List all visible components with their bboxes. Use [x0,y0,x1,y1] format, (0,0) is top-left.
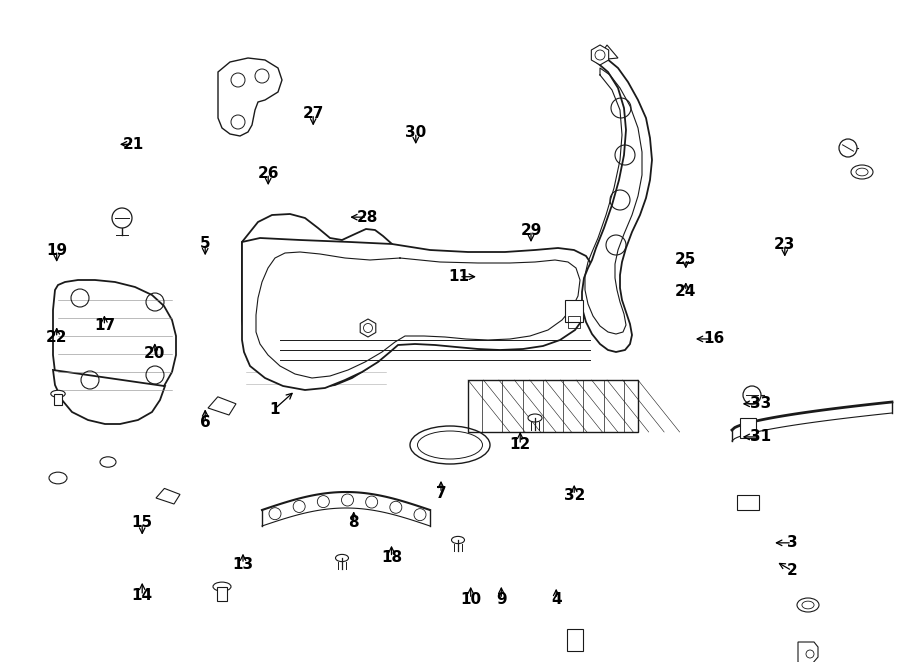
Text: 18: 18 [381,550,402,565]
Ellipse shape [851,165,873,179]
Text: 27: 27 [302,107,324,121]
Polygon shape [597,45,618,60]
Text: 26: 26 [257,166,279,181]
Polygon shape [360,319,376,337]
Text: 13: 13 [232,557,254,571]
Bar [567,629,583,651]
Text: 30: 30 [405,125,427,140]
Bar [568,316,580,328]
Bar [217,587,227,601]
Text: 6: 6 [200,415,211,430]
Text: 16: 16 [703,332,724,346]
Text: 15: 15 [131,516,153,530]
Text: 2: 2 [787,563,797,578]
Circle shape [839,139,857,157]
Ellipse shape [49,472,67,484]
Text: 9: 9 [496,592,507,606]
Text: 21: 21 [122,137,144,152]
Ellipse shape [528,414,542,422]
Text: 8: 8 [348,516,359,530]
Bar [565,300,583,322]
Polygon shape [242,238,596,390]
Text: 19: 19 [46,243,68,258]
Text: 20: 20 [144,346,166,361]
Polygon shape [591,45,608,65]
Text: 12: 12 [509,438,531,452]
Bar [468,380,638,432]
Text: 25: 25 [675,252,697,267]
Circle shape [112,208,132,228]
Text: 17: 17 [94,318,115,333]
Text: 5: 5 [200,236,211,251]
Text: 10: 10 [460,592,482,606]
Text: 11: 11 [448,269,470,284]
Text: 32: 32 [563,488,585,502]
Text: 22: 22 [46,330,68,345]
Text: 28: 28 [356,210,378,224]
Text: 7: 7 [436,486,446,500]
Polygon shape [798,642,818,662]
Circle shape [743,386,761,404]
Text: 33: 33 [750,397,771,411]
Ellipse shape [100,457,116,467]
Bar [54,394,62,405]
Bar [740,418,756,438]
Polygon shape [53,280,176,408]
Bar [737,495,759,510]
Ellipse shape [213,582,231,591]
Polygon shape [242,214,392,388]
Ellipse shape [452,536,464,544]
Ellipse shape [50,391,65,397]
Text: 24: 24 [675,284,697,299]
Text: 3: 3 [787,536,797,550]
Text: 31: 31 [750,430,771,444]
Ellipse shape [336,554,348,561]
Polygon shape [53,370,165,424]
Text: 29: 29 [520,223,542,238]
Text: 14: 14 [131,589,153,603]
Ellipse shape [797,598,819,612]
Polygon shape [218,58,282,136]
Text: 4: 4 [551,592,562,606]
Polygon shape [156,489,180,504]
Polygon shape [582,55,652,352]
Text: 1: 1 [269,402,280,416]
Text: 23: 23 [774,238,796,252]
Polygon shape [208,397,236,415]
